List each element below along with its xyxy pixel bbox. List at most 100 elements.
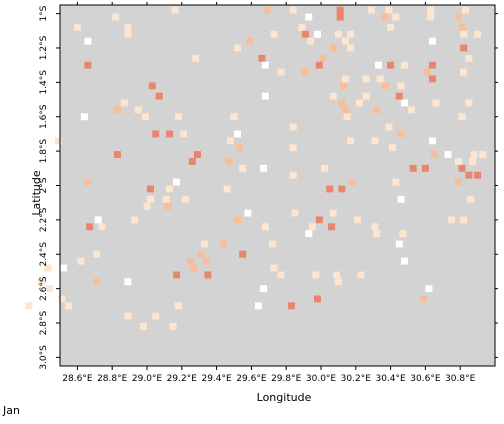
heatmap-cell bbox=[181, 195, 189, 203]
heatmap-cell bbox=[387, 61, 395, 69]
heatmap-cell bbox=[124, 23, 132, 31]
heatmap-cell bbox=[277, 271, 285, 279]
heatmap-cell bbox=[347, 44, 355, 52]
x-tick-label: 28.8°E bbox=[97, 374, 128, 384]
heatmap-cell bbox=[326, 185, 334, 193]
heatmap-cell bbox=[458, 113, 466, 121]
y-tick-label: 3.0°S bbox=[39, 345, 49, 370]
heatmap-cell bbox=[458, 23, 466, 31]
heatmap-cell bbox=[141, 113, 149, 121]
heatmap-cell bbox=[315, 216, 323, 224]
heatmap-cell bbox=[397, 195, 405, 203]
heatmap-cell bbox=[347, 30, 355, 38]
heatmap-cell bbox=[388, 144, 396, 152]
heatmap-cell bbox=[333, 271, 341, 279]
heatmap-cell bbox=[376, 75, 384, 83]
heatmap-cell bbox=[152, 312, 160, 320]
heatmap-cell bbox=[152, 130, 160, 138]
heatmap-cell bbox=[397, 82, 405, 90]
heatmap-cell bbox=[84, 61, 92, 69]
heatmap-cell bbox=[46, 285, 54, 293]
heatmap-cell bbox=[164, 202, 172, 210]
heatmap-cell bbox=[239, 164, 247, 172]
heatmap-cell bbox=[86, 223, 94, 231]
heatmap-cell bbox=[120, 99, 128, 107]
heatmap-cell bbox=[287, 302, 295, 310]
heatmap-cell bbox=[373, 230, 381, 238]
heatmap-cell bbox=[73, 23, 81, 31]
heatmap-cell bbox=[173, 178, 181, 186]
heatmap-cell bbox=[289, 6, 297, 14]
heatmap-cell bbox=[474, 171, 482, 179]
heatmap-cell bbox=[373, 106, 381, 114]
heatmap-cell bbox=[244, 209, 252, 217]
heatmap-cell bbox=[401, 61, 408, 69]
y-axis-label: Latitude bbox=[30, 170, 43, 216]
heatmap-cell bbox=[112, 13, 120, 21]
heatmap-cell bbox=[143, 202, 151, 210]
heatmap-cell bbox=[140, 323, 147, 330]
heatmap-cell bbox=[93, 278, 101, 286]
heatmap-cell bbox=[341, 75, 349, 83]
heatmap-cell bbox=[460, 30, 468, 38]
heatmap-cell bbox=[94, 216, 102, 224]
heatmap-cell bbox=[174, 302, 182, 310]
heatmap-cell bbox=[479, 151, 487, 158]
heatmap-cell bbox=[147, 195, 154, 203]
heatmap-cell bbox=[261, 92, 269, 100]
heatmap-cell bbox=[392, 13, 400, 21]
heatmap-cell bbox=[223, 185, 231, 193]
x-axis-label: Longitude bbox=[257, 391, 312, 404]
heatmap-cell bbox=[155, 92, 163, 100]
y-tick-label: 2°S bbox=[39, 177, 49, 193]
heatmap-cell bbox=[374, 61, 382, 69]
heatmap-cell bbox=[312, 271, 320, 279]
x-tick-label: 30.2°E bbox=[341, 374, 372, 384]
heatmap-cell bbox=[169, 323, 177, 330]
heatmap-cell bbox=[77, 257, 85, 265]
heatmap-cell bbox=[263, 6, 271, 14]
y-tick-label: 1.2°S bbox=[39, 35, 49, 60]
heatmap-cell bbox=[460, 68, 468, 76]
heatmap-cell bbox=[474, 30, 482, 38]
heatmap-cell bbox=[425, 285, 433, 293]
heatmap-cell bbox=[289, 123, 297, 131]
y-axis-ticks: 1°S 1.2°S 1.4°S 1.6°S 1.8°S 2°S 2.2°S 2.4°S 2.6°… bbox=[39, 5, 498, 370]
heatmap-cell bbox=[270, 30, 278, 38]
heatmap-cell bbox=[409, 164, 417, 172]
heatmap-cell bbox=[430, 151, 438, 158]
x-tick-label: 28.6°E bbox=[62, 374, 93, 384]
heatmap-cell bbox=[298, 23, 306, 31]
heatmap-cell bbox=[385, 123, 393, 131]
y-tick-label: 1°S bbox=[39, 5, 49, 21]
heatmap-cell bbox=[261, 61, 269, 69]
heatmap-cell bbox=[460, 44, 468, 52]
heatmap-cell bbox=[329, 209, 337, 217]
heatmap-cell bbox=[188, 158, 196, 165]
heatmap-cell bbox=[291, 209, 299, 217]
heatmap-cell bbox=[113, 151, 121, 158]
heatmap-cell bbox=[80, 113, 88, 121]
heatmap-cell bbox=[338, 99, 346, 107]
heatmap-cell bbox=[46, 271, 54, 279]
heatmap-cell bbox=[465, 171, 473, 179]
heatmap-cell bbox=[124, 278, 132, 286]
heatmap-cells bbox=[25, 6, 487, 330]
heatmap-cell bbox=[347, 137, 355, 145]
heatmap-cell bbox=[204, 271, 212, 279]
heatmap-cell bbox=[124, 30, 132, 38]
heatmap-cell bbox=[329, 92, 337, 100]
heatmap-cell bbox=[392, 178, 400, 186]
heatmap-cell bbox=[124, 312, 132, 320]
heatmap-cell bbox=[465, 99, 473, 107]
heatmap-cell bbox=[460, 216, 468, 224]
heatmap-cell bbox=[428, 137, 436, 145]
heatmap-cell bbox=[301, 30, 309, 38]
heatmap-cell bbox=[305, 13, 313, 21]
heatmap-cell bbox=[258, 54, 266, 62]
heatmap-cell bbox=[305, 230, 313, 238]
heatmap-cell bbox=[458, 164, 466, 172]
x-tick-label: 30.6°E bbox=[410, 374, 441, 384]
heatmap-cell bbox=[341, 106, 349, 114]
heatmap-cell bbox=[467, 195, 475, 203]
